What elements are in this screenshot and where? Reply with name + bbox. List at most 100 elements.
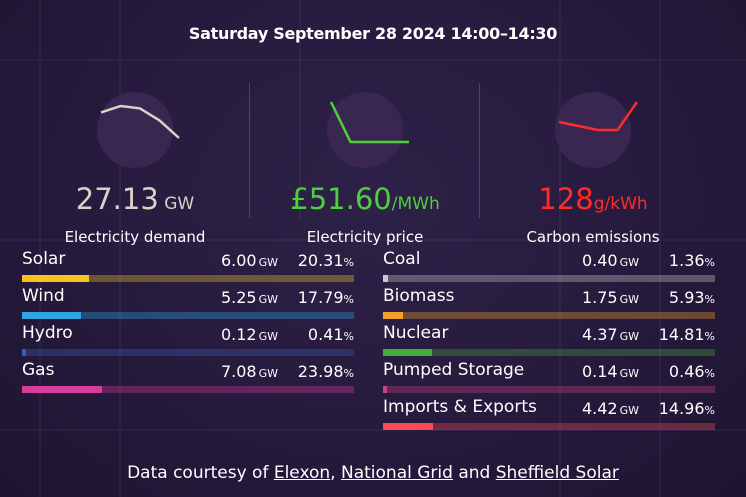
source-amount: 0.12 GW: [221, 325, 278, 344]
source-bar-track: [383, 386, 715, 393]
demand-sparkline: [97, 92, 180, 168]
demand-number: 27.13: [75, 182, 159, 216]
percent-sign: %: [343, 367, 354, 380]
national-grid-link[interactable]: National Grid: [341, 463, 453, 483]
carbon-value: 128g/kWh: [478, 182, 708, 221]
source-percent: 0.46%: [669, 362, 715, 381]
source-row: Gas 7.08 GW 23.98%: [22, 358, 354, 395]
source-name: Wind: [22, 286, 65, 306]
carbon-unit: g/kWh: [593, 194, 648, 214]
percent-sign: %: [704, 293, 715, 306]
source-row: Pumped Storage 0.14 GW 0.46%: [383, 358, 715, 395]
source-bar-fill: [22, 275, 90, 282]
price-value: £51.60/MWh: [250, 182, 480, 221]
elexon-link[interactable]: Elexon: [273, 463, 331, 483]
percent-sign: %: [704, 367, 715, 380]
source-bar-fill: [22, 349, 26, 356]
source-row: Nuclear 4.37 GW 14.81%: [383, 321, 715, 358]
source-amount-unit: GW: [619, 293, 639, 306]
source-percent-value: 0.41: [307, 325, 344, 344]
source-name: Pumped Storage: [383, 360, 525, 380]
source-amount: 5.25 GW: [221, 288, 278, 307]
sheffield-solar-link[interactable]: Sheffield Solar: [495, 463, 619, 483]
kpi-carbon: 128g/kWh Carbon emissions: [478, 80, 708, 246]
source-bar-track: [22, 349, 354, 356]
percent-sign: %: [343, 293, 354, 306]
source-percent-value: 14.96: [658, 399, 705, 418]
kpi-demand: 27.13 GW Electricity demand: [20, 80, 250, 246]
carbon-number: 128: [538, 182, 594, 216]
source-bar-fill: [383, 349, 433, 356]
source-percent-value: 14.81: [658, 325, 705, 344]
percent-sign: %: [704, 404, 715, 417]
source-percent-value: 23.98: [297, 362, 344, 381]
divider: [479, 83, 480, 218]
source-bar-fill: [383, 275, 388, 282]
source-percent-value: 0.46: [668, 362, 705, 381]
source-percent-value: 17.79: [297, 288, 344, 307]
source-amount-unit: GW: [619, 330, 639, 343]
source-bar-fill: [22, 312, 82, 319]
source-bar-track: [383, 312, 715, 319]
source-amount-value: 7.08: [220, 362, 257, 381]
source-amount-unit: GW: [258, 330, 278, 343]
source-amount: 0.14 GW: [582, 362, 639, 381]
source-amount-value: 0.12: [220, 325, 257, 344]
divider: [249, 83, 250, 218]
sources-right: Coal 0.40 GW 1.36% Biomass 1.75 GW 5.93% N…: [383, 247, 715, 432]
source-row: Hydro 0.12 GW 0.41%: [22, 321, 354, 358]
source-bar-track: [383, 423, 715, 430]
source-amount-value: 4.42: [581, 399, 618, 418]
source-amount-unit: GW: [258, 293, 278, 306]
price-number: £51.60: [290, 182, 392, 216]
source-name: Nuclear: [383, 323, 449, 343]
source-percent: 20.31%: [298, 251, 354, 270]
footer-separator: and: [452, 463, 496, 483]
source-row: Biomass 1.75 GW 5.93%: [383, 284, 715, 321]
source-amount: 0.40 GW: [582, 251, 639, 270]
source-amount: 4.37 GW: [582, 325, 639, 344]
source-amount-unit: GW: [258, 367, 278, 380]
source-percent: 23.98%: [298, 362, 354, 381]
source-percent-value: 20.31: [297, 251, 344, 270]
source-amount-value: 0.14: [581, 362, 618, 381]
footer-separator: ,: [330, 463, 341, 483]
price-sparkline: [327, 92, 409, 168]
carbon-label: Carbon emissions: [526, 228, 660, 246]
source-percent: 1.36%: [669, 251, 715, 270]
source-percent-value: 5.93: [668, 288, 705, 307]
source-amount: 1.75 GW: [582, 288, 639, 307]
source-percent: 5.93%: [669, 288, 715, 307]
source-amount-unit: GW: [258, 256, 278, 269]
source-amount-unit: GW: [619, 367, 639, 380]
page-title: Saturday September 28 2024 14:00–14:30: [188, 24, 558, 43]
kpi-price: £51.60/MWh Electricity price: [250, 80, 480, 246]
carbon-sparkline-line: [558, 101, 639, 132]
source-amount-value: 0.40: [581, 251, 618, 270]
source-amount-value: 1.75: [581, 288, 618, 307]
source-row: Solar 6.00 GW 20.31%: [22, 247, 354, 284]
source-amount-value: 4.37: [581, 325, 618, 344]
footer-prefix: Data courtesy of: [127, 463, 274, 483]
source-amount-value: 5.25: [220, 288, 257, 307]
source-row: Imports & Exports 4.42 GW 14.96%: [383, 395, 715, 432]
source-row: Coal 0.40 GW 1.36%: [383, 247, 715, 284]
price-sparkline-line: [329, 101, 409, 144]
source-name: Coal: [383, 249, 421, 269]
demand-unit: GW: [158, 194, 195, 214]
source-percent-value: 1.36: [668, 251, 705, 270]
footer-credits: Data courtesy of Elexon, National Grid a…: [0, 463, 746, 483]
source-percent: 17.79%: [298, 288, 354, 307]
source-name: Hydro: [22, 323, 73, 343]
source-bar-fill: [383, 386, 387, 393]
demand-value: 27.13 GW: [20, 182, 250, 221]
source-bar-track: [383, 275, 715, 282]
source-row: Wind 5.25 GW 17.79%: [22, 284, 354, 321]
source-amount: 6.00 GW: [221, 251, 278, 270]
source-amount-unit: GW: [619, 404, 639, 417]
source-bar-track: [22, 312, 354, 319]
source-amount: 4.42 GW: [582, 399, 639, 418]
source-bar-track: [383, 349, 715, 356]
demand-sparkline-line: [100, 104, 180, 139]
source-amount-value: 6.00: [220, 251, 257, 270]
